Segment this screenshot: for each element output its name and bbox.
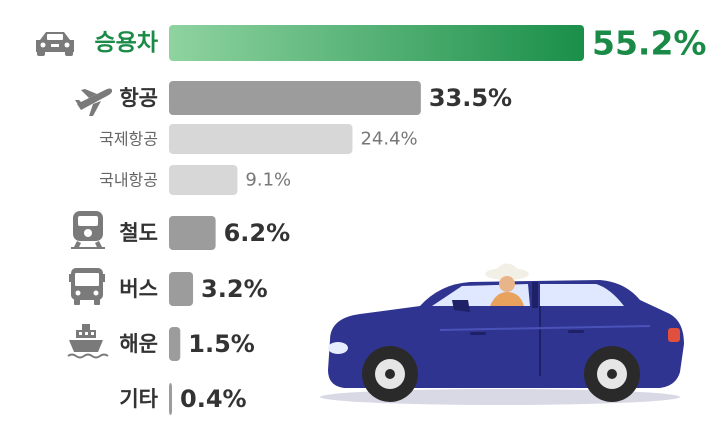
airplane-icon: [75, 88, 113, 116]
bus-icon: [69, 268, 105, 305]
bar-2: [169, 81, 421, 115]
ship-icon: [67, 324, 109, 359]
value-label-3: 24.4%: [360, 129, 417, 150]
value-label-8: 0.4%: [180, 385, 247, 413]
category-label-3: 국제항공: [99, 130, 158, 149]
bar-5: [169, 216, 216, 250]
car-illustration: [320, 263, 684, 405]
value-label-2: 33.5%: [429, 84, 512, 112]
value-label-7: 1.5%: [188, 330, 255, 358]
bar-8: [169, 383, 173, 415]
train-icon: [71, 211, 105, 249]
category-label-1: 승용차: [95, 30, 158, 56]
value-label-4: 9.1%: [245, 170, 291, 191]
bar-1: [169, 25, 584, 61]
bar-3: [169, 124, 353, 154]
value-label-5: 6.2%: [224, 219, 291, 247]
car-icon: [36, 32, 74, 56]
bar-7: [169, 327, 181, 361]
bar-6: [169, 272, 194, 306]
category-label-4: 국내항공: [99, 171, 158, 190]
category-label-6: 버스: [119, 277, 158, 301]
value-label-6: 3.2%: [201, 275, 268, 303]
category-label-7: 해운: [119, 332, 158, 356]
category-label-2: 항공: [119, 86, 158, 110]
value-label-1: 55.2%: [592, 24, 707, 63]
category-label-8: 기타: [119, 387, 158, 411]
bar-4: [169, 165, 238, 195]
category-label-5: 철도: [119, 221, 158, 245]
